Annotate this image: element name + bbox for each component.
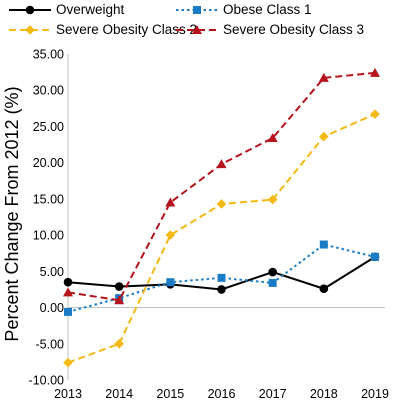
data-point bbox=[114, 282, 124, 291]
data-point bbox=[217, 273, 226, 282]
y-tick-label: 0.00 bbox=[40, 301, 64, 315]
y-tick-label: -5.00 bbox=[36, 337, 65, 351]
y-tick-labels: 35.00 30.00 25.00 20.00 15.00 10.00 5.00 0.00 -5… bbox=[29, 48, 65, 388]
data-point bbox=[370, 67, 380, 77]
legend-label: Severe Obesity Class 2 bbox=[56, 22, 198, 37]
x-tick-label: 2014 bbox=[105, 387, 133, 400]
series-severe-obesity-class-2 bbox=[63, 109, 380, 368]
legend-swatch-marker bbox=[192, 24, 202, 34]
x-tick-label: 2016 bbox=[208, 387, 236, 400]
series-lines bbox=[63, 67, 380, 368]
y-tick-label: -10.00 bbox=[29, 374, 64, 388]
data-point bbox=[371, 252, 379, 261]
legend-swatch bbox=[9, 5, 51, 14]
data-point bbox=[318, 72, 329, 82]
data-point bbox=[166, 278, 175, 287]
x-tick-label: 2013 bbox=[54, 387, 82, 400]
y-tick-label: 35.00 bbox=[33, 48, 64, 62]
legend-label: Obese Class 1 bbox=[223, 2, 312, 17]
x-tick-labels: 2013 2014 2015 2016 2017 2018 2019 bbox=[54, 387, 389, 400]
legend-item: Overweight bbox=[8, 2, 124, 17]
y-tick-label: 10.00 bbox=[33, 229, 64, 243]
legend-label: Overweight bbox=[56, 2, 125, 17]
legend-swatch bbox=[176, 24, 218, 34]
x-tick-label: 2015 bbox=[156, 387, 184, 400]
axes bbox=[67, 54, 385, 380]
data-point bbox=[267, 133, 278, 143]
legend: Overweight Obese Class 1 Severe Obesity Cl… bbox=[0, 0, 400, 44]
data-point bbox=[267, 194, 278, 205]
y-tick-label: 15.00 bbox=[33, 192, 64, 206]
data-point bbox=[165, 230, 176, 240]
data-point bbox=[63, 277, 73, 287]
data-point bbox=[217, 285, 226, 294]
series-overweight bbox=[63, 252, 380, 294]
y-tick-label: 20.00 bbox=[33, 156, 64, 170]
x-tick-label: 2019 bbox=[361, 387, 389, 400]
data-point bbox=[114, 295, 125, 305]
data-point bbox=[319, 131, 329, 142]
series-line bbox=[67, 113, 376, 364]
data-point bbox=[319, 240, 328, 249]
y-tick-label: 30.00 bbox=[33, 84, 64, 98]
x-tick-label: 2017 bbox=[259, 387, 287, 400]
data-point bbox=[165, 197, 176, 207]
legend-swatch bbox=[176, 5, 218, 14]
y-tick-label: 5.00 bbox=[40, 265, 64, 279]
legend-item: Obese Class 1 bbox=[175, 2, 312, 17]
series-obese-class-1 bbox=[64, 240, 379, 316]
data-point bbox=[319, 284, 329, 294]
data-point bbox=[63, 357, 73, 368]
data-point bbox=[216, 159, 227, 169]
legend-swatch-marker bbox=[193, 5, 201, 14]
data-point bbox=[63, 287, 73, 297]
data-point bbox=[114, 338, 124, 349]
legend-swatch bbox=[9, 24, 51, 35]
data-point bbox=[268, 278, 277, 287]
series-line bbox=[67, 255, 376, 291]
data-point bbox=[268, 267, 277, 277]
data-point bbox=[370, 109, 380, 119]
x-tick-label: 2018 bbox=[310, 387, 338, 400]
data-point bbox=[64, 307, 72, 316]
data-point bbox=[216, 199, 227, 209]
y-axis-label: Percent Change From 2012 (%) bbox=[2, 86, 22, 341]
legend-item: Severe Obesity Class 3 bbox=[175, 22, 364, 37]
legend-swatch-marker bbox=[25, 24, 35, 35]
series-line bbox=[67, 71, 376, 302]
legend-item: Severe Obesity Class 2 bbox=[8, 22, 197, 37]
legend-label: Severe Obesity Class 3 bbox=[223, 22, 365, 37]
y-tick-label: 25.00 bbox=[33, 120, 64, 134]
series-severe-obesity-class-3 bbox=[63, 67, 380, 305]
legend-swatch-marker bbox=[25, 5, 35, 14]
